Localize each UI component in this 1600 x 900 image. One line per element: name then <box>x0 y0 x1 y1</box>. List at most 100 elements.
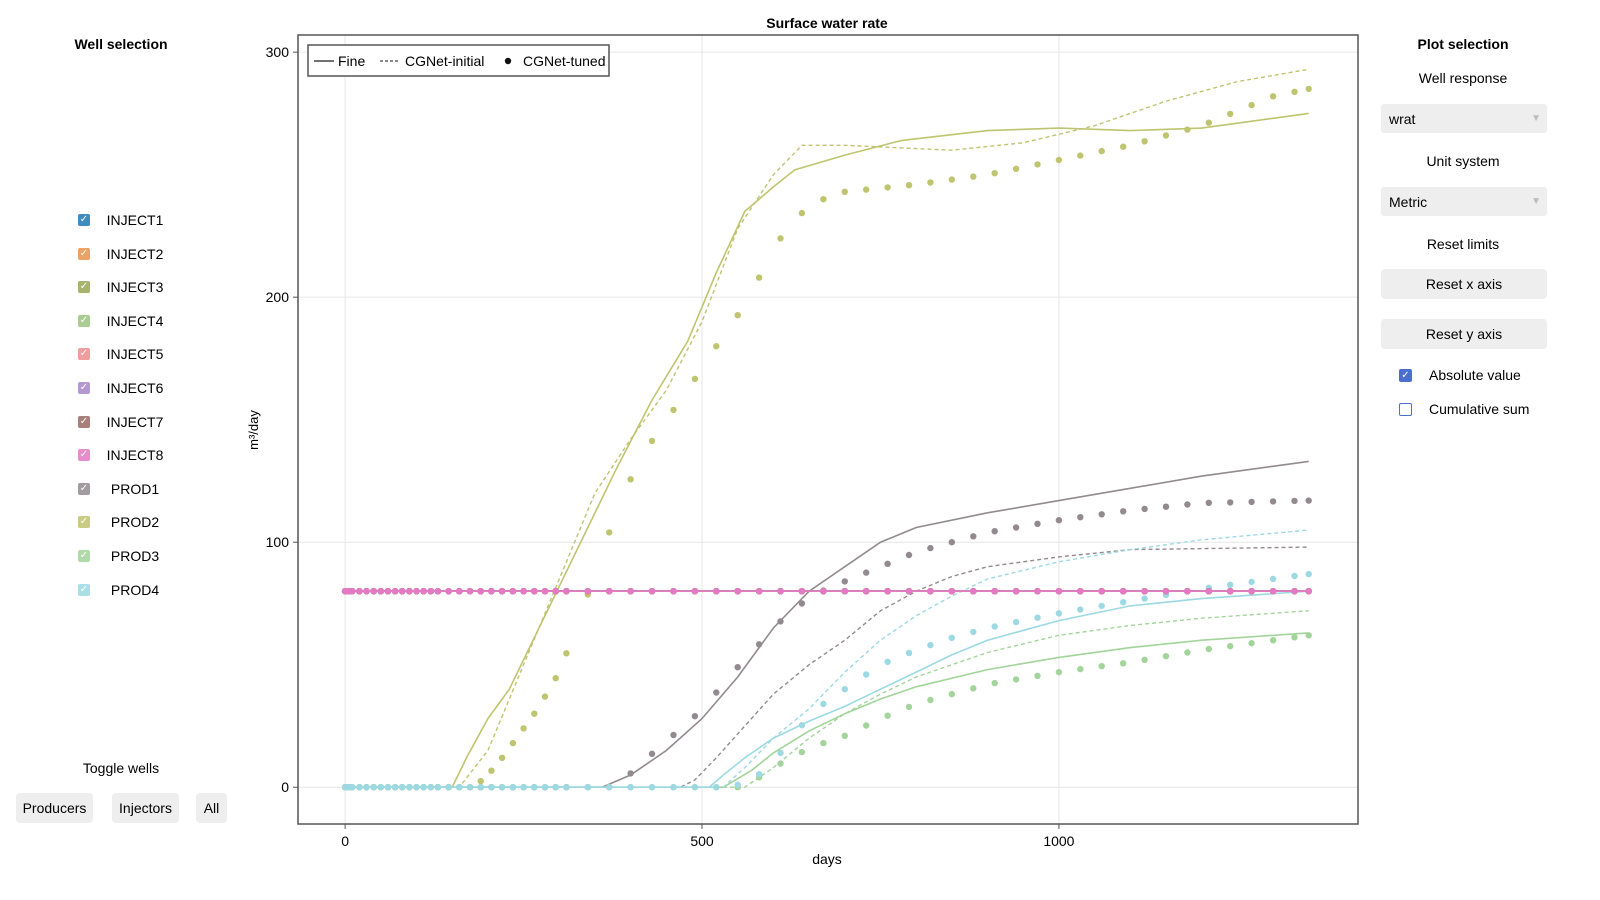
prod2-cgnet-tuned-point <box>1305 85 1312 93</box>
checkbox-unchecked-icon[interactable] <box>1399 402 1412 416</box>
prod4-fine-line <box>345 590 1309 788</box>
prod1-cgnet-tuned-point <box>863 569 870 576</box>
checkbox-checked-icon[interactable]: ✓ <box>78 516 90 529</box>
prod2-cgnet-tuned-point <box>488 767 495 774</box>
well-response-value: wrat <box>1389 110 1416 127</box>
prod3-cgnet-tuned-point <box>1120 660 1127 667</box>
series-prod2 <box>341 68 1312 791</box>
prod4-cgnet-tuned-point <box>798 722 806 729</box>
prod1-cgnet-tuned-point <box>1269 498 1277 505</box>
inject8-cgnet-tuned-point <box>798 588 806 595</box>
prod1-cgnet-tuned-point <box>670 731 677 739</box>
prod1-cgnet-tuned-point <box>755 641 763 648</box>
prod1-cgnet-tuned-point <box>970 533 977 540</box>
prod2-cgnet-tuned-point <box>734 312 741 319</box>
prod4-cgnet-tuned-point <box>755 771 763 778</box>
well-label: INJECT5 <box>106 346 164 363</box>
prod4-cgnet-tuned-point <box>584 784 591 791</box>
prod2-cgnet-tuned-point <box>1248 101 1255 109</box>
well-toggle-inject4[interactable]: ✓ INJECT4 <box>78 311 218 331</box>
reset-y-axis-button[interactable]: Reset y axis <box>1381 319 1547 349</box>
prod3-cgnet-tuned-point <box>1305 632 1312 639</box>
checkbox-checked-icon[interactable]: ✓ <box>78 214 90 226</box>
injectors-button[interactable]: Injectors <box>112 793 179 823</box>
prod1-cgnet-tuned-point <box>1012 524 1020 531</box>
checkbox-checked-icon[interactable]: ✓ <box>78 583 90 596</box>
prod1-cgnet-tuned-point <box>777 618 784 625</box>
inject8-cgnet-tuned-point <box>713 588 720 595</box>
prod1-cgnet-tuned-point <box>905 551 913 559</box>
prod4-cgnet-tuned-point <box>691 784 699 791</box>
well-toggle-prod1[interactable]: ✓ PROD1 <box>78 479 218 499</box>
checkbox-checked-icon[interactable]: ✓ <box>78 382 90 394</box>
prod3-cgnet-tuned-point <box>1098 663 1105 670</box>
prod2-cgnet-tuned-point <box>541 693 549 700</box>
series-inject8 <box>341 588 1312 595</box>
dropdown-arrow-icon: ▼ <box>1531 113 1541 124</box>
prod2-cgnet-tuned-point <box>552 675 559 682</box>
prod3-cgnet-tuned-point <box>841 732 848 739</box>
prod4-cgnet-tuned-point <box>1012 618 1020 626</box>
reset-x-axis-button[interactable]: Reset x axis <box>1381 269 1547 299</box>
prod4-cgnet-tuned-point <box>820 700 827 708</box>
well-toggle-inject5[interactable]: ✓ INJECT5 <box>78 344 218 364</box>
well-toggle-inject1[interactable]: ✓ INJECT1 <box>78 210 218 230</box>
absolute-value-toggle[interactable]: ✓ Absolute value <box>1399 367 1521 383</box>
checkbox-checked-icon[interactable]: ✓ <box>78 415 90 428</box>
chart-legend: Fine CGNet-initial CGNet-tuned <box>307 44 610 77</box>
prod4-cgnet-tuned-point <box>884 658 891 665</box>
checkbox-checked-icon[interactable]: ✓ <box>78 314 90 327</box>
checkbox-checked-icon[interactable]: ✓ <box>1399 368 1412 382</box>
well-toggle-inject2[interactable]: ✓ INJECT2 <box>78 244 218 264</box>
prod4-cgnet-tuned-point <box>1034 614 1041 621</box>
well-toggle-inject8[interactable]: ✓ INJECT8 <box>78 445 218 465</box>
chart-title: Surface water rate <box>766 15 888 31</box>
well-toggle-prod2[interactable]: ✓ PROD2 <box>78 512 218 532</box>
prod4-cgnet-tuned-point <box>427 784 434 791</box>
unit-system-dropdown[interactable]: Metric ▼ <box>1381 187 1547 216</box>
well-label: INJECT7 <box>106 413 164 430</box>
prod2-cgnet-tuned-point <box>1077 152 1084 159</box>
checkbox-checked-icon[interactable]: ✓ <box>78 550 90 562</box>
prod4-cgnet-tuned-point <box>563 784 570 791</box>
prod2-cgnet-tuned-point <box>627 476 634 483</box>
y-axis-label: m³/day <box>246 410 261 450</box>
inject8-cgnet-tuned-point <box>363 588 370 595</box>
checkbox-checked-icon[interactable]: ✓ <box>78 449 90 462</box>
prod2-cgnet-tuned-point <box>1227 110 1234 118</box>
checkbox-checked-icon[interactable]: ✓ <box>78 247 90 260</box>
prod1-cgnet-tuned-point <box>648 750 656 757</box>
well-toggle-inject6[interactable]: ✓ INJECT6 <box>78 378 218 398</box>
prod2-cgnet-tuned-point <box>498 754 506 761</box>
well-toggle-prod3[interactable]: ✓ PROD3 <box>78 546 218 566</box>
prod2-cgnet-tuned-point <box>606 529 613 536</box>
prod1-cgnet-tuned-point <box>1055 517 1063 524</box>
well-toggle-inject3[interactable]: ✓ INJECT3 <box>78 277 218 297</box>
series-prod4 <box>341 529 1312 791</box>
well-response-dropdown[interactable]: wrat ▼ <box>1381 104 1547 133</box>
prod2-cgnet-initial-line <box>345 68 1309 788</box>
well-toggle-inject7[interactable]: ✓ INJECT7 <box>78 412 218 432</box>
prod2-cgnet-tuned-point <box>509 739 517 747</box>
checkbox-checked-icon[interactable]: ✓ <box>78 482 90 495</box>
prod1-cgnet-initial-line <box>345 546 1309 788</box>
cumulative-sum-toggle[interactable]: Cumulative sum <box>1399 401 1529 417</box>
inject8-cgnet-tuned-point <box>627 588 634 595</box>
prod1-cgnet-tuned-point <box>1305 497 1312 504</box>
prod1-cgnet-tuned-point <box>734 664 741 671</box>
prod4-cgnet-tuned-point <box>477 784 484 791</box>
well-label: INJECT6 <box>106 380 164 396</box>
checkbox-checked-icon[interactable]: ✓ <box>78 281 90 294</box>
inject8-cgnet-tuned-point <box>466 588 474 595</box>
inject8-cgnet-tuned-point <box>734 588 741 595</box>
inject8-cgnet-tuned-point <box>356 588 363 595</box>
well-toggle-prod4[interactable]: ✓ PROD4 <box>78 580 218 600</box>
all-button[interactable]: All <box>196 793 227 823</box>
well-selection-title: Well selection <box>74 36 168 52</box>
prod1-cgnet-tuned-point <box>1098 511 1105 518</box>
checkbox-checked-icon[interactable]: ✓ <box>78 348 90 361</box>
prod4-cgnet-tuned-point <box>670 784 677 791</box>
producers-button[interactable]: Producers <box>16 793 93 823</box>
cumulative-sum-label: Cumulative sum <box>1429 401 1530 417</box>
